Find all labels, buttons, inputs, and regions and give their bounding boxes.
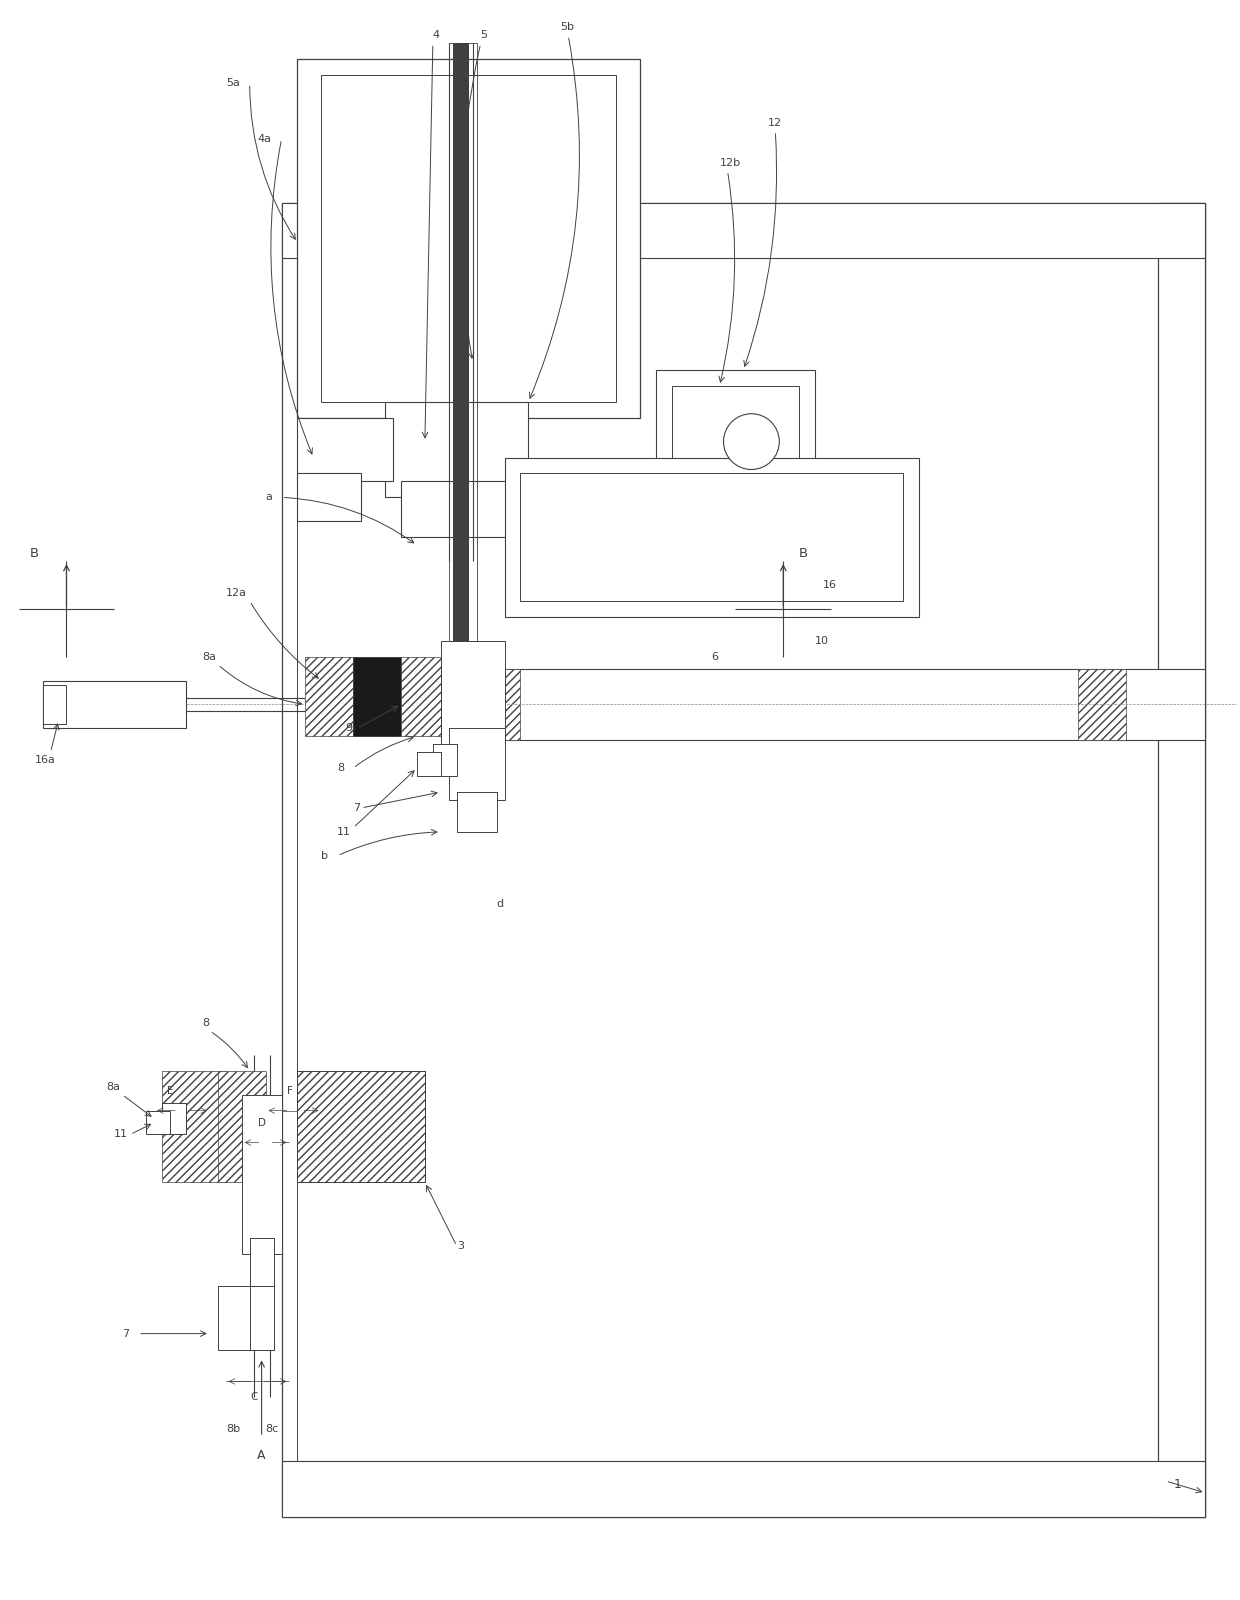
Text: 8: 8 [202, 1018, 210, 1027]
Text: 11: 11 [337, 827, 351, 837]
Text: 6: 6 [712, 651, 719, 662]
Bar [305, 656, 361, 736]
Bar [218, 1286, 274, 1349]
Bar [298, 1070, 425, 1182]
Text: 5b: 5b [560, 22, 574, 32]
Bar [162, 1102, 186, 1134]
Text: 8a: 8a [107, 1082, 120, 1091]
Bar [521, 474, 903, 602]
Bar [453, 43, 469, 640]
Bar [656, 370, 815, 514]
Text: 10: 10 [815, 635, 830, 646]
Bar [440, 669, 1205, 741]
Text: E: E [166, 1086, 174, 1096]
Text: 9: 9 [345, 723, 352, 733]
Text: 12: 12 [768, 118, 781, 128]
Text: d: d [496, 899, 503, 909]
Text: D: D [258, 1117, 265, 1128]
Bar [321, 75, 616, 402]
Bar [353, 656, 401, 736]
Text: 7: 7 [123, 1328, 129, 1339]
Bar [242, 1094, 281, 1254]
Text: 8c: 8c [265, 1424, 279, 1434]
Text: 16a: 16a [35, 755, 56, 765]
Text: B: B [30, 547, 40, 560]
Text: 5: 5 [481, 30, 487, 40]
Text: a: a [265, 493, 273, 502]
Text: 5a: 5a [226, 78, 239, 88]
Bar [1078, 669, 1126, 741]
Bar [456, 792, 496, 832]
Text: 4a: 4a [258, 134, 272, 144]
Bar [440, 640, 505, 752]
Bar [433, 744, 456, 776]
Text: 8: 8 [337, 763, 345, 773]
Text: 7: 7 [353, 803, 361, 813]
Bar [386, 402, 528, 498]
Text: 11: 11 [114, 1130, 128, 1139]
Bar [1158, 203, 1205, 1517]
Bar [298, 1070, 425, 1182]
Bar [449, 728, 505, 800]
Text: 3: 3 [456, 1242, 464, 1251]
Bar [281, 1461, 1205, 1517]
Bar [298, 219, 1189, 1501]
Bar [672, 386, 800, 498]
Bar [42, 685, 67, 725]
Bar [42, 680, 186, 728]
Bar [298, 59, 640, 418]
Text: B: B [800, 547, 808, 560]
Bar [162, 1070, 226, 1182]
Bar [401, 482, 512, 538]
Bar [249, 1286, 274, 1349]
Bar [281, 203, 1205, 1517]
Text: 1: 1 [1173, 1478, 1182, 1491]
Text: A: A [258, 1450, 265, 1462]
Bar [249, 1238, 274, 1294]
Bar [417, 752, 440, 776]
Circle shape [723, 414, 779, 469]
Bar [281, 203, 1205, 259]
Text: 16: 16 [823, 579, 837, 590]
Text: b: b [321, 851, 329, 861]
Bar [440, 669, 521, 741]
Text: C: C [250, 1392, 258, 1402]
Text: 12b: 12b [719, 158, 740, 168]
Text: 8b: 8b [226, 1424, 239, 1434]
Bar [218, 1070, 265, 1182]
Bar [298, 474, 361, 522]
Text: 8a: 8a [202, 651, 216, 662]
Bar [401, 656, 449, 736]
Text: 12a: 12a [226, 587, 247, 598]
Text: 4: 4 [433, 30, 440, 40]
Text: F: F [286, 1086, 293, 1096]
Bar [298, 418, 393, 482]
Bar [146, 1110, 170, 1134]
Bar [505, 458, 919, 618]
Bar [449, 43, 476, 640]
